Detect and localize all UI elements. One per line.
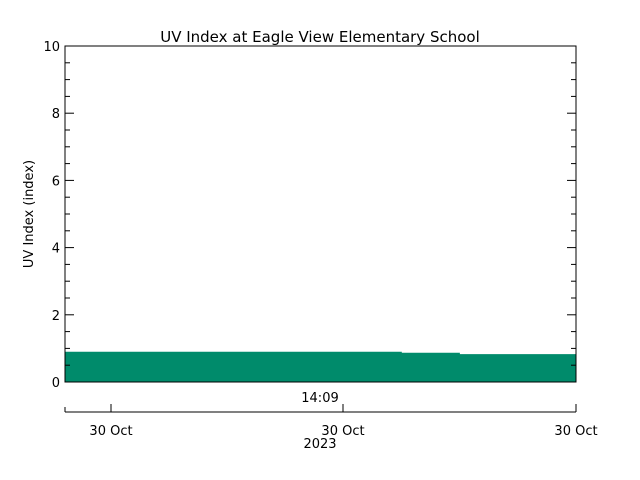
area-layer [65,351,576,382]
y-tick-label: 0 [52,376,60,391]
x-year-label: 2023 [303,437,336,452]
y-axis-label: UV Index (index) [22,160,37,268]
x-date-label-1: 30 Oct [89,424,132,439]
y-tick-label: 6 [52,174,60,189]
tick-layer: 0 2 4 6 8 10 [43,40,576,391]
x-date-label-3: 30 Oct [554,424,597,439]
y-tick-label: 4 [52,242,60,257]
y-tick-label: 8 [52,107,60,122]
plot-frame [64,45,577,383]
x-tick-layer [64,404,577,412]
uv-area [65,351,576,382]
y-tick-label: 10 [43,40,60,55]
y-tick-label: 2 [52,309,60,324]
x-time-label: 14:09 [301,391,338,406]
chart-title: UV Index at Eagle View Elementary School [160,28,480,46]
x-date-label-2: 30 Oct [321,424,364,439]
